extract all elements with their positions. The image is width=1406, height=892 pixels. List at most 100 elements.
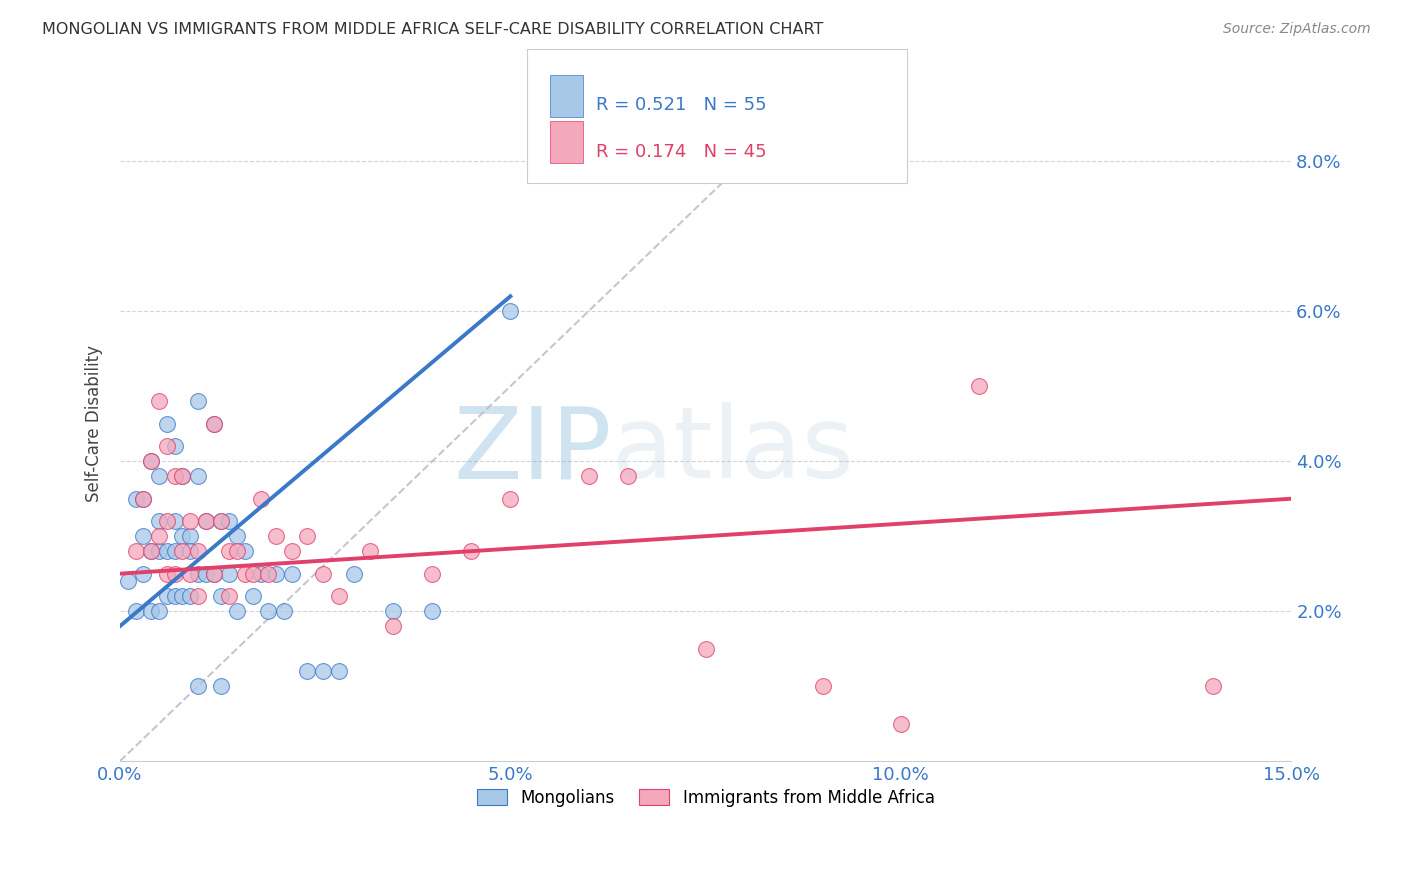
Point — [148, 604, 170, 618]
Point — [264, 566, 287, 581]
Point — [163, 469, 186, 483]
Point — [695, 641, 717, 656]
Point — [382, 604, 405, 618]
Point — [132, 491, 155, 506]
Text: ZIP: ZIP — [454, 402, 612, 500]
Point — [211, 679, 233, 693]
Point — [179, 529, 201, 543]
Point — [194, 514, 217, 528]
Point — [359, 544, 381, 558]
Point — [163, 514, 186, 528]
Point — [124, 491, 146, 506]
Point — [242, 566, 264, 581]
Point — [811, 679, 834, 693]
Point — [172, 469, 194, 483]
Point — [194, 514, 217, 528]
Point — [273, 604, 295, 618]
Point — [202, 566, 225, 581]
Point — [460, 544, 482, 558]
Point — [211, 514, 233, 528]
Point — [312, 664, 335, 678]
Point — [420, 604, 443, 618]
Point — [148, 469, 170, 483]
Text: MONGOLIAN VS IMMIGRANTS FROM MIDDLE AFRICA SELF-CARE DISABILITY CORRELATION CHAR: MONGOLIAN VS IMMIGRANTS FROM MIDDLE AFRI… — [42, 22, 824, 37]
Point — [312, 566, 335, 581]
Point — [156, 439, 179, 453]
Point — [187, 679, 209, 693]
Point — [343, 566, 366, 581]
Point — [281, 544, 304, 558]
Point — [226, 604, 249, 618]
Point — [328, 589, 350, 603]
Point — [148, 529, 170, 543]
Point — [156, 417, 179, 431]
Point — [141, 544, 163, 558]
Point — [257, 604, 280, 618]
Point — [124, 544, 146, 558]
Point — [141, 454, 163, 468]
Point — [187, 544, 209, 558]
Point — [148, 544, 170, 558]
Point — [226, 544, 249, 558]
Point — [218, 566, 240, 581]
Point — [218, 589, 240, 603]
Point — [187, 566, 209, 581]
Text: atlas: atlas — [612, 402, 853, 500]
Point — [156, 544, 179, 558]
Point — [890, 716, 912, 731]
Point — [242, 589, 264, 603]
Point — [281, 566, 304, 581]
Point — [163, 589, 186, 603]
Point — [249, 491, 271, 506]
Point — [420, 566, 443, 581]
Point — [211, 514, 233, 528]
Point — [297, 664, 319, 678]
Point — [148, 514, 170, 528]
Point — [233, 544, 256, 558]
Point — [163, 439, 186, 453]
Point — [172, 589, 194, 603]
Point — [163, 566, 186, 581]
Point — [156, 566, 179, 581]
Legend: Mongolians, Immigrants from Middle Africa: Mongolians, Immigrants from Middle Afric… — [470, 782, 941, 814]
Point — [187, 469, 209, 483]
Point — [202, 417, 225, 431]
Point — [578, 469, 600, 483]
Point — [179, 544, 201, 558]
Point — [141, 454, 163, 468]
Point — [202, 417, 225, 431]
Text: Source: ZipAtlas.com: Source: ZipAtlas.com — [1223, 22, 1371, 37]
Point — [382, 619, 405, 633]
Point — [141, 544, 163, 558]
Point — [172, 544, 194, 558]
Point — [211, 589, 233, 603]
Point — [226, 529, 249, 543]
Point — [172, 529, 194, 543]
Point — [141, 604, 163, 618]
Y-axis label: Self-Care Disability: Self-Care Disability — [86, 345, 103, 502]
Point — [172, 469, 194, 483]
Point — [117, 574, 139, 589]
Text: R = 0.521   N = 55: R = 0.521 N = 55 — [596, 96, 766, 114]
Point — [124, 604, 146, 618]
Point — [179, 514, 201, 528]
Point — [616, 469, 638, 483]
Point — [218, 544, 240, 558]
Point — [156, 589, 179, 603]
Point — [194, 566, 217, 581]
Text: R = 0.174   N = 45: R = 0.174 N = 45 — [596, 143, 766, 161]
Point — [499, 491, 522, 506]
Point — [132, 529, 155, 543]
Point — [249, 566, 271, 581]
Point — [156, 514, 179, 528]
Point — [233, 566, 256, 581]
Point — [967, 379, 990, 393]
Point — [179, 589, 201, 603]
Point — [264, 529, 287, 543]
Point — [297, 529, 319, 543]
Point — [202, 566, 225, 581]
Point — [148, 394, 170, 409]
Point — [187, 589, 209, 603]
Point — [257, 566, 280, 581]
Point — [132, 491, 155, 506]
